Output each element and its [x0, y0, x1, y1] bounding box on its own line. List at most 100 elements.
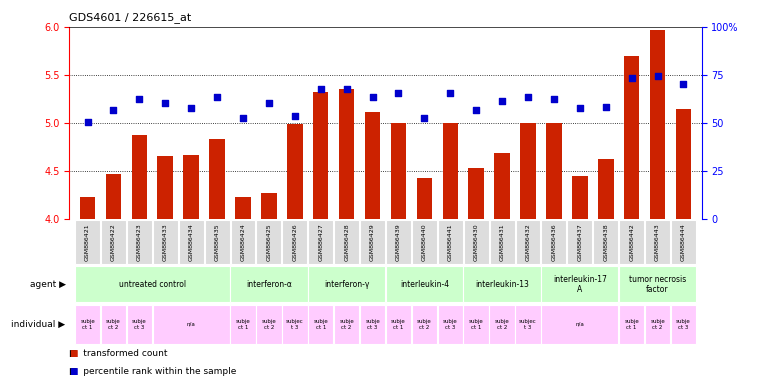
FancyBboxPatch shape: [541, 266, 618, 302]
Bar: [469, 168, 484, 219]
Text: GSM886439: GSM886439: [396, 223, 401, 261]
Text: subjec
t 3: subjec t 3: [519, 319, 537, 330]
Text: subje
ct 2: subje ct 2: [106, 319, 121, 330]
FancyBboxPatch shape: [334, 305, 359, 344]
Point: [288, 113, 301, 119]
Text: subje
ct 2: subje ct 2: [495, 319, 510, 330]
Text: interleukin-13: interleukin-13: [475, 280, 529, 289]
FancyBboxPatch shape: [386, 305, 411, 344]
FancyBboxPatch shape: [490, 220, 514, 264]
Point: [185, 105, 197, 111]
Point: [677, 81, 689, 87]
FancyBboxPatch shape: [127, 220, 152, 264]
FancyBboxPatch shape: [594, 220, 618, 264]
FancyBboxPatch shape: [412, 305, 437, 344]
Bar: [416, 178, 432, 219]
Bar: [443, 123, 458, 219]
Text: GSM886425: GSM886425: [267, 223, 271, 261]
Text: untreated control: untreated control: [119, 280, 186, 289]
Point: [418, 115, 430, 121]
Point: [574, 105, 586, 111]
Point: [315, 86, 327, 93]
FancyBboxPatch shape: [619, 305, 645, 344]
Text: subje
ct 2: subje ct 2: [417, 319, 432, 330]
Text: tumor necrosis
factor: tumor necrosis factor: [629, 275, 686, 293]
Bar: [106, 174, 121, 219]
Bar: [365, 112, 380, 219]
FancyBboxPatch shape: [541, 305, 618, 344]
Text: subje
ct 2: subje ct 2: [650, 319, 665, 330]
FancyBboxPatch shape: [231, 266, 308, 302]
Bar: [572, 176, 588, 219]
Text: GSM886442: GSM886442: [629, 223, 635, 261]
FancyBboxPatch shape: [308, 266, 386, 302]
Text: subjec
t 3: subjec t 3: [286, 319, 304, 330]
Point: [263, 100, 275, 106]
Bar: [261, 193, 277, 219]
FancyBboxPatch shape: [179, 220, 204, 264]
Bar: [209, 139, 225, 219]
Text: GSM886431: GSM886431: [500, 223, 504, 261]
Text: n/a: n/a: [575, 322, 584, 327]
Text: GSM886436: GSM886436: [551, 223, 557, 261]
Text: subje
ct 3: subje ct 3: [676, 319, 691, 330]
FancyBboxPatch shape: [282, 305, 308, 344]
Text: subje
ct 2: subje ct 2: [261, 319, 276, 330]
Text: subje
ct 3: subje ct 3: [365, 319, 380, 330]
Point: [82, 119, 94, 125]
FancyBboxPatch shape: [567, 220, 592, 264]
Point: [237, 115, 249, 121]
Bar: [132, 136, 147, 219]
Text: GSM886426: GSM886426: [292, 223, 298, 261]
Text: GSM886429: GSM886429: [370, 223, 375, 261]
FancyBboxPatch shape: [153, 220, 177, 264]
Text: GSM886427: GSM886427: [318, 223, 323, 261]
Point: [547, 96, 560, 102]
Bar: [624, 56, 639, 219]
FancyBboxPatch shape: [516, 220, 540, 264]
Point: [107, 107, 120, 114]
Text: subje
ct 1: subje ct 1: [236, 319, 251, 330]
FancyBboxPatch shape: [360, 220, 385, 264]
Text: subje
ct 1: subje ct 1: [391, 319, 406, 330]
Bar: [650, 30, 665, 219]
Text: GDS4601 / 226615_at: GDS4601 / 226615_at: [69, 12, 192, 23]
Text: interleukin-4: interleukin-4: [400, 280, 449, 289]
FancyBboxPatch shape: [412, 220, 437, 264]
Point: [651, 73, 664, 79]
FancyBboxPatch shape: [463, 220, 489, 264]
Text: GSM886443: GSM886443: [655, 223, 660, 261]
Bar: [391, 123, 406, 219]
FancyBboxPatch shape: [126, 305, 152, 344]
Text: GSM886437: GSM886437: [577, 223, 582, 261]
Bar: [520, 123, 536, 219]
Text: GSM886440: GSM886440: [422, 223, 427, 261]
FancyBboxPatch shape: [671, 220, 696, 264]
Text: subje
ct 1: subje ct 1: [469, 319, 483, 330]
Point: [366, 94, 379, 100]
FancyBboxPatch shape: [386, 266, 463, 302]
Text: subje
ct 1: subje ct 1: [625, 319, 639, 330]
FancyBboxPatch shape: [619, 220, 644, 264]
Text: GSM886430: GSM886430: [473, 223, 479, 261]
Text: GSM886421: GSM886421: [85, 223, 90, 261]
Text: subje
ct 2: subje ct 2: [339, 319, 354, 330]
Bar: [287, 124, 302, 219]
Point: [211, 94, 224, 100]
Bar: [339, 89, 355, 219]
Point: [392, 90, 405, 96]
Point: [625, 74, 638, 81]
FancyBboxPatch shape: [308, 220, 333, 264]
Text: ■  percentile rank within the sample: ■ percentile rank within the sample: [69, 367, 237, 376]
FancyBboxPatch shape: [204, 220, 230, 264]
Point: [496, 98, 508, 104]
Text: individual ▶: individual ▶: [12, 320, 66, 329]
FancyBboxPatch shape: [75, 305, 100, 344]
FancyBboxPatch shape: [386, 220, 411, 264]
Text: interferon-γ: interferon-γ: [324, 280, 369, 289]
Text: GSM886424: GSM886424: [241, 223, 245, 261]
Point: [600, 104, 612, 110]
FancyBboxPatch shape: [231, 305, 256, 344]
Bar: [598, 159, 614, 219]
FancyBboxPatch shape: [231, 220, 255, 264]
